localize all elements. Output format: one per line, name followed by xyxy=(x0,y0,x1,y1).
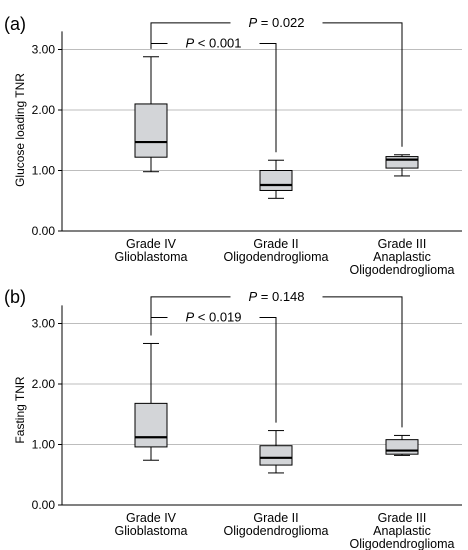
x-category-label-line: Oligodendroglioma xyxy=(350,263,455,277)
y-tick-label: 2.00 xyxy=(32,103,56,117)
iqr-box xyxy=(134,402,168,448)
p-value-label: P = 0.148 xyxy=(248,289,304,304)
p-value: < 0.019 xyxy=(194,309,241,324)
p-symbol: P xyxy=(248,15,257,30)
x-category-label-line: Glioblastoma xyxy=(115,250,188,264)
x-category-label-line: Anaplastic xyxy=(373,524,431,538)
comparison-2: P = 0.148 xyxy=(150,289,403,428)
significance-bracket xyxy=(150,316,277,423)
x-category-label-line: Glioblastoma xyxy=(115,524,188,538)
p-symbol: P xyxy=(185,309,194,324)
box-plot-2 xyxy=(259,430,293,474)
x-category-label-line: Oligodendroglioma xyxy=(350,537,455,550)
x-category-label-line: Grade IV xyxy=(126,511,177,525)
significance-bracket xyxy=(150,22,403,147)
x-category-label-line: Oligodendroglioma xyxy=(224,524,329,538)
p-symbol: P xyxy=(185,35,194,50)
x-category-label-line: Grade III xyxy=(378,237,427,251)
y-axis-label: Fasting TNR xyxy=(13,376,27,443)
iqr-box xyxy=(259,445,293,466)
comparison-1: P < 0.019 xyxy=(150,309,277,423)
y-tick-label: 0.00 xyxy=(32,224,56,238)
y-tick-label: 1.00 xyxy=(32,438,56,452)
x-category-label-line: Oligodendroglioma xyxy=(224,250,329,264)
box-plot-3 xyxy=(385,434,419,456)
x-category-label: Grade IV Glioblastoma xyxy=(115,511,188,538)
p-value-label: P = 0.022 xyxy=(248,15,304,30)
box-plot-1 xyxy=(134,342,168,461)
p-value: = 0.022 xyxy=(257,15,304,30)
x-category-label-line: Grade II xyxy=(253,237,298,251)
x-category-label: Grade III Anaplastic Oligodendroglioma xyxy=(350,237,455,277)
y-tick-label: 2.00 xyxy=(32,377,56,391)
x-category-label-line: Grade III xyxy=(378,511,427,525)
comparison-1: P < 0.001 xyxy=(150,35,277,153)
box-plot-2 xyxy=(259,159,293,199)
significance-bracket xyxy=(150,42,277,153)
iqr-box xyxy=(385,439,419,455)
y-tick-label: 3.00 xyxy=(32,43,56,57)
iqr-box xyxy=(259,170,293,191)
panel-label: (a) xyxy=(4,14,26,34)
panel-label: (b) xyxy=(4,287,26,307)
p-value-label: P < 0.001 xyxy=(185,35,241,50)
iqr-box xyxy=(134,103,168,158)
x-category-label: Grade II Oligodendroglioma xyxy=(224,237,329,264)
y-axis-label: Glucose loading TNR xyxy=(13,73,27,187)
x-category-label: Grade IV Glioblastoma xyxy=(115,237,188,264)
significance-bracket xyxy=(150,296,403,428)
x-category-label-line: Anaplastic xyxy=(373,250,431,264)
y-tick-label: 0.00 xyxy=(32,498,56,512)
box-plot-1 xyxy=(134,56,168,173)
y-tick-label: 1.00 xyxy=(32,164,56,178)
box-plot-3 xyxy=(385,154,419,177)
x-category-label-line: Grade IV xyxy=(126,237,177,251)
p-symbol: P xyxy=(248,289,257,304)
iqr-box xyxy=(385,156,419,169)
comparison-2: P = 0.022 xyxy=(150,15,403,147)
p-value: < 0.001 xyxy=(194,35,241,50)
x-category-label-line: Grade II xyxy=(253,511,298,525)
x-category-label: Grade III Anaplastic Oligodendroglioma xyxy=(350,511,455,550)
chart-panel-2: (b) Fasting TNR 0.00 1.00 2.00 3.00 Grade IV Gl… xyxy=(4,287,462,550)
chart-panel-1: (a) Glucose loading TNR 0.00 1.00 2.00 3.00 Gr… xyxy=(4,14,462,277)
y-tick-label: 3.00 xyxy=(32,317,56,331)
x-category-label: Grade II Oligodendroglioma xyxy=(224,511,329,538)
p-value-label: P < 0.019 xyxy=(185,309,241,324)
p-value: = 0.148 xyxy=(257,289,304,304)
